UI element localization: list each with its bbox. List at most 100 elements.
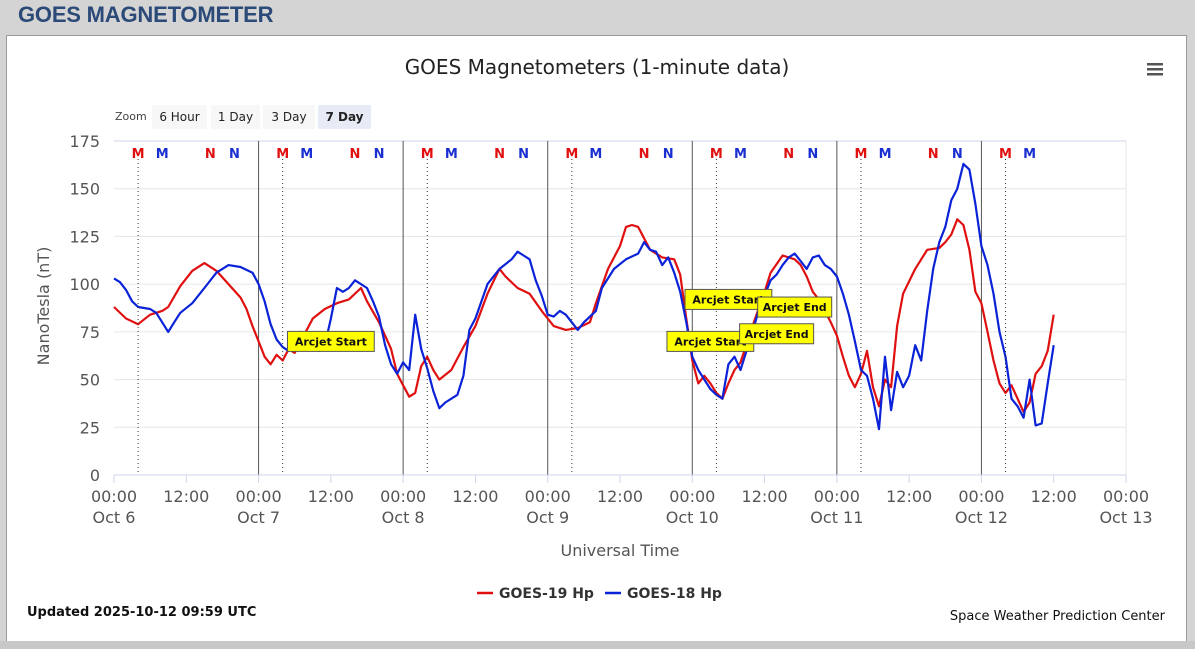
orbit-marker-label: M [710, 147, 723, 162]
x-tick-time-label: 12:00 [886, 487, 932, 506]
x-tick-time-label: 12:00 [742, 487, 788, 506]
zoom-label: Zoom [115, 110, 147, 123]
x-tick-date-label: Oct 11 [810, 508, 863, 527]
orbit-marker-label: M [156, 147, 169, 162]
zoom-button-label: 6 Hour [159, 110, 199, 124]
zoom-button-bg [263, 105, 315, 129]
orbit-marker-label: M [854, 147, 867, 162]
x-axis-label: Universal Time [560, 541, 679, 560]
y-tick-label: 50 [80, 371, 100, 390]
annotation-label: Arcjet Start [295, 335, 367, 348]
x-tick-time-label: 12:00 [1031, 487, 1077, 506]
orbit-marker-label: N [952, 147, 963, 162]
legend-label: GOES-19 Hp [499, 586, 594, 602]
zoom-button-7-day[interactable]: 7 Day [318, 105, 371, 129]
annotation-box [286, 330, 375, 352]
series-line-goes-18-hp [113, 162, 1055, 431]
orbit-marker-label: N [350, 147, 361, 162]
orbit-marker-label: M [565, 147, 578, 162]
x-tick-date-label: Oct 6 [93, 508, 136, 527]
y-tick-label: 125 [69, 227, 100, 246]
zoom-buttons: 6 Hour 1 Day 3 Day 7 Day [152, 105, 371, 129]
x-tick-time-label: 00:00 [91, 487, 137, 506]
orbit-marker-label: N [783, 147, 794, 162]
orbit-marker-label: M [276, 147, 289, 162]
axes: 0 25 50 75 100 125 150 175 00:00 Oct 6 12:00 00:00 O… [69, 132, 1152, 527]
x-tick-time-label: 00:00 [814, 487, 860, 506]
x-tick-date-label: Oct 9 [526, 508, 569, 527]
orbit-marker-label: N [229, 147, 240, 162]
series-line-goes-19-hp [113, 218, 1055, 414]
x-tick-time-label: 12:00 [163, 487, 209, 506]
series-group [113, 162, 1055, 431]
x-tick-time-label: 12:00 [452, 487, 498, 506]
x-tick-date-label: Oct 13 [1099, 508, 1152, 527]
annotation-label: Arcjet End [763, 301, 827, 314]
orbit-marker-label: M [589, 147, 602, 162]
x-tick-date-label: Oct 12 [955, 508, 1008, 527]
x-tick-date-label: Oct 8 [382, 508, 425, 527]
orbit-marker-label: N [807, 147, 818, 162]
updated-timestamp: Updated 2025-10-12 09:59 UTC [27, 605, 256, 620]
y-tick-label: 175 [69, 132, 100, 151]
annotation-label: Arcjet Start [692, 293, 764, 306]
x-tick-time-label: 12:00 [597, 487, 643, 506]
y-tick-label: 150 [69, 180, 100, 199]
legend: GOES-19 Hp GOES-18 Hp [477, 586, 722, 602]
zoom-button-bg [152, 105, 207, 129]
orbit-marker-label: N [518, 147, 529, 162]
orbit-marker-label: M [421, 147, 434, 162]
x-tick-time-label: 00:00 [669, 487, 715, 506]
credit-text: Space Weather Prediction Center [950, 609, 1166, 624]
zoom-button-label: 3 Day [271, 110, 306, 124]
x-tick-date-label: Oct 10 [666, 508, 719, 527]
hamburger-menu-icon[interactable] [1145, 60, 1163, 78]
orbit-marker-label: N [374, 147, 385, 162]
y-axis-label: NanoTesla (nT) [34, 247, 53, 366]
y-tick-label: 25 [80, 418, 100, 437]
annotation-label: Arcjet Start [674, 335, 746, 348]
orbit-marker-label: M [1023, 147, 1036, 162]
annotation-label: Arcjet End [745, 328, 809, 341]
orbit-marker-label: N [928, 147, 939, 162]
legend-label: GOES-18 Hp [627, 586, 722, 602]
annotation-box [739, 323, 815, 345]
x-tick-date-label: Oct 7 [237, 508, 280, 527]
orbit-marker-label: M [879, 147, 892, 162]
chart-title: GOES Magnetometers (1-minute data) [405, 55, 790, 79]
x-tick-time-label: 00:00 [236, 487, 282, 506]
orbit-marker-label: M [132, 147, 145, 162]
zoom-button-1-day[interactable]: 1 Day [211, 105, 260, 129]
page-title: GOES MAGNETOMETER [18, 2, 274, 27]
zoom-button-bg [318, 105, 371, 129]
orbit-marker-label: M [300, 147, 313, 162]
x-tick-time-label: 00:00 [1103, 487, 1149, 506]
x-tick-time-label: 12:00 [308, 487, 354, 506]
orbit-marker-label: N [494, 147, 505, 162]
bottom-scrollbar[interactable] [0, 641, 1195, 649]
legend-item[interactable]: GOES-19 Hp [477, 586, 594, 602]
orbit-marker-label: M [734, 147, 747, 162]
orbit-marker-label: M [445, 147, 458, 162]
y-tick-label: 75 [80, 323, 100, 342]
legend-item[interactable]: GOES-18 Hp [605, 586, 722, 602]
orbit-marker-label: N [639, 147, 650, 162]
annotation-box [757, 296, 833, 318]
orbit-marker-label: N [663, 147, 674, 162]
y-tick-label: 100 [69, 275, 100, 294]
zoom-button-6-hour[interactable]: 6 Hour [152, 105, 207, 129]
x-tick-time-label: 00:00 [525, 487, 571, 506]
orbit-marker-label: N [205, 147, 216, 162]
y-tick-label: 0 [90, 466, 100, 485]
zoom-button-3-day[interactable]: 3 Day [263, 105, 315, 129]
x-tick-time-label: 00:00 [958, 487, 1004, 506]
orbit-marker-label: M [999, 147, 1012, 162]
x-tick-time-label: 00:00 [380, 487, 426, 506]
zoom-button-label: 1 Day [218, 110, 253, 124]
zoom-button-bg [211, 105, 260, 129]
zoom-button-label: 7 Day [325, 110, 363, 124]
